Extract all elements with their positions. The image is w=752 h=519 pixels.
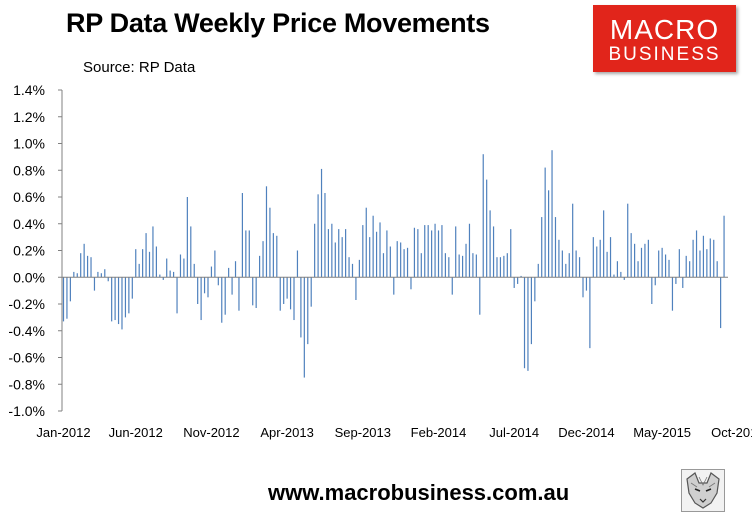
y-tick-label: 0.0% [13, 269, 45, 285]
x-tick-label: Apr-2013 [260, 425, 313, 440]
bar-series [62, 150, 725, 378]
y-tick-label: 0.6% [13, 189, 45, 205]
y-tick-label: -0.2% [8, 296, 45, 312]
y-tick-label: 1.2% [13, 109, 45, 125]
y-tick-label: 1.4% [13, 82, 45, 98]
y-tick-label: 0.2% [13, 243, 45, 259]
y-tick-label: 1.0% [13, 136, 45, 152]
macrobusiness-logo: MACRO BUSINESS [593, 5, 736, 72]
chart-source-note: Source: RP Data [83, 59, 196, 76]
logo-line2: BUSINESS [608, 44, 721, 65]
y-tick-label: -0.8% [8, 376, 45, 392]
y-tick-label: 0.8% [13, 162, 45, 178]
x-tick-label: May-2015 [633, 425, 691, 440]
y-tick-label: 0.4% [13, 216, 45, 232]
chart-title: RP Data Weekly Price Movements [66, 8, 490, 38]
y-tick-label: -0.6% [8, 350, 45, 366]
x-tick-label: Jul-2014 [489, 425, 539, 440]
y-axis: -1.0% -0.8% -0.6% -0.4% -0.2% 0.0% 0.2% 0.4% 0.6… [8, 82, 63, 419]
x-tick-label: Dec-2014 [558, 425, 614, 440]
x-tick-label: Jun-2012 [109, 425, 163, 440]
footer-url: www.macrobusiness.com.au [268, 480, 570, 505]
logo-line1: MACRO [609, 14, 720, 45]
x-tick-label: Oct-2015 [711, 425, 752, 440]
y-tick-label: -1.0% [8, 403, 45, 419]
wolf-mascot-icon [681, 469, 725, 512]
x-axis: Jan-2012 Jun-2012 Nov-2012 Apr-2013 Sep-2013… [36, 276, 752, 440]
x-tick-label: Feb-2014 [411, 425, 467, 440]
x-tick-label: Sep-2013 [335, 425, 391, 440]
x-tick-label: Jan-2012 [36, 425, 90, 440]
y-tick-label: -0.4% [8, 323, 45, 339]
x-tick-label: Nov-2012 [183, 425, 239, 440]
